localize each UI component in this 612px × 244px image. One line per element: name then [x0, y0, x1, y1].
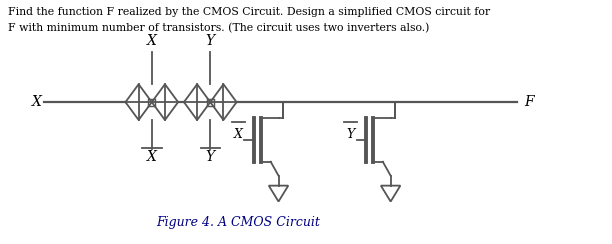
Text: X: X — [234, 128, 243, 141]
Bar — [148, 99, 155, 106]
Text: Y: Y — [206, 150, 215, 164]
Text: X: X — [147, 34, 157, 48]
Text: X: X — [32, 95, 42, 109]
Bar — [207, 99, 214, 106]
Text: Y: Y — [206, 34, 215, 48]
Text: Y: Y — [346, 128, 355, 141]
Text: F: F — [524, 95, 534, 109]
Text: Find the function F realized by the CMOS Circuit. Design a simplified CMOS circu: Find the function F realized by the CMOS… — [9, 7, 491, 17]
Text: F with minimum number of transistors. (The circuit uses two inverters also.): F with minimum number of transistors. (T… — [9, 22, 430, 33]
Text: X: X — [147, 150, 157, 164]
Text: Figure 4. A CMOS Circuit: Figure 4. A CMOS Circuit — [157, 216, 321, 229]
